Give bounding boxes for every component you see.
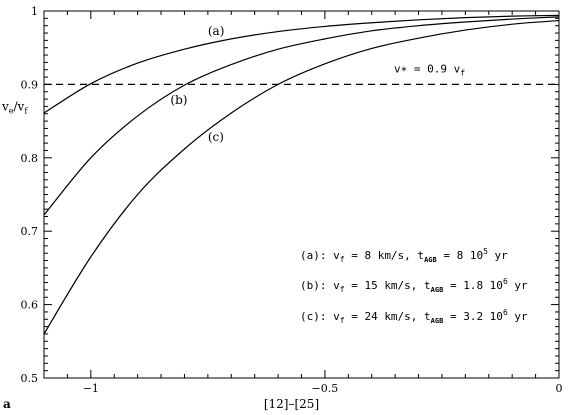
annotation-a: (a): vf = 8 km/s, tAGB = 8 105 yr bbox=[300, 247, 508, 264]
series-label-a: (a) bbox=[208, 24, 225, 38]
y-axis-label: ve/vf bbox=[1, 99, 28, 115]
y-tick-label: 0.8 bbox=[21, 152, 39, 165]
annot-unit: yr bbox=[508, 310, 528, 323]
annot-sub-f: f bbox=[340, 316, 345, 325]
x-tick-label: −1 bbox=[83, 382, 99, 395]
annot-vf: = 8 km/s, t bbox=[345, 249, 424, 262]
annot-tagb: = 8 10 bbox=[437, 249, 483, 262]
series-line-a bbox=[43, 14, 560, 114]
annot-sub-agb: AGB bbox=[431, 286, 444, 294]
x-tick-label: 0 bbox=[556, 382, 563, 395]
series-line-c bbox=[43, 19, 560, 335]
ticks bbox=[43, 10, 560, 379]
reference-line-label: v∗ = 0.9 vf bbox=[394, 62, 465, 77]
annot-exp: 5 bbox=[483, 247, 488, 256]
x-tick-label: −0.5 bbox=[312, 382, 339, 395]
reference-label-sub: f bbox=[460, 68, 465, 77]
annot-exp: 6 bbox=[503, 277, 508, 286]
annot-vf: = 15 km/s, t bbox=[345, 279, 431, 292]
curves bbox=[43, 14, 560, 335]
labels: −1 −0.5 00.50.60.70.80.91[12]–[25]ve/vfav∗… bbox=[1, 5, 563, 411]
annot-tagb: = 3.2 10 bbox=[443, 310, 503, 323]
series-label-c: (c) bbox=[208, 130, 224, 144]
reference-label-text: v∗ = 0.9 v bbox=[394, 62, 461, 75]
y-label-main: v bbox=[1, 99, 9, 113]
panel-label: a bbox=[3, 397, 11, 411]
y-tick-label: 0.7 bbox=[21, 225, 39, 238]
annot-prefix: (b): v bbox=[300, 279, 340, 292]
annot-prefix: (a): v bbox=[300, 249, 340, 262]
annot-sub-f: f bbox=[340, 255, 345, 264]
annot-exp: 6 bbox=[503, 308, 508, 317]
y-tick-label: 0.5 bbox=[21, 372, 39, 385]
y-label-mid: /v bbox=[14, 99, 25, 113]
series-line-b bbox=[43, 16, 560, 216]
annotation-b: (b): vf = 15 km/s, tAGB = 1.8 106 yr bbox=[300, 277, 528, 294]
annot-prefix: (c): v bbox=[300, 310, 340, 323]
y-label-sub2: f bbox=[24, 106, 28, 115]
series-label-b: (b) bbox=[170, 93, 187, 107]
annot-sub-agb: AGB bbox=[424, 256, 437, 264]
annotation-c: (c): vf = 24 km/s, tAGB = 3.2 106 yr bbox=[300, 308, 528, 325]
y-label-sub: e bbox=[9, 106, 14, 115]
annot-unit: yr bbox=[488, 249, 508, 262]
x-axis-label: [12]–[25] bbox=[264, 397, 319, 411]
annot-sub-agb: AGB bbox=[431, 317, 444, 325]
y-tick-label: 1 bbox=[31, 5, 38, 18]
annot-tagb: = 1.8 10 bbox=[443, 279, 503, 292]
annot-vf: = 24 km/s, t bbox=[345, 310, 431, 323]
annot-unit: yr bbox=[508, 279, 528, 292]
annot-sub-f: f bbox=[340, 285, 345, 294]
y-tick-label: 0.6 bbox=[21, 299, 39, 312]
y-tick-label: 0.9 bbox=[21, 78, 39, 91]
